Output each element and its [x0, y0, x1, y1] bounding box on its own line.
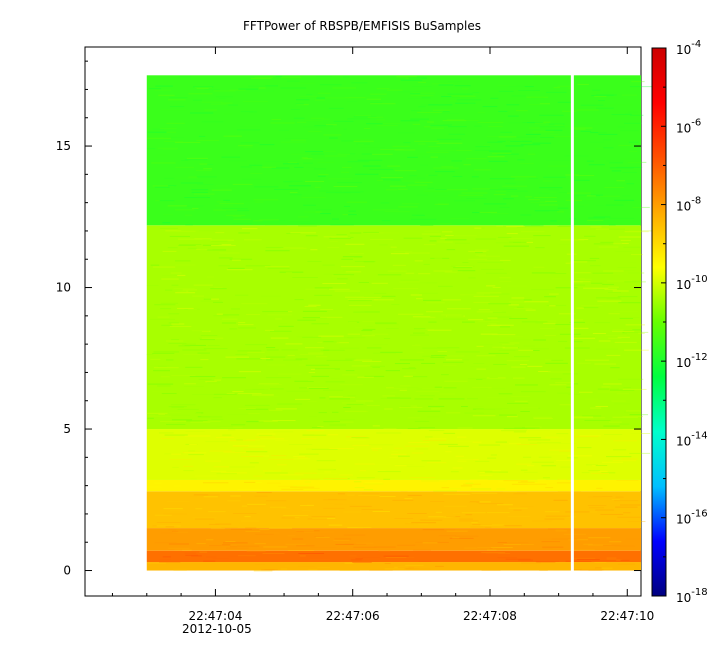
heatmap-band — [146, 550, 641, 563]
colorbar-tick-label: 10-18 — [676, 587, 708, 605]
colorbar-tick-label: 10-12 — [676, 352, 708, 370]
heatmap-band — [146, 225, 641, 430]
y-tick-label: 15 — [56, 139, 71, 153]
data-gap — [570, 74, 574, 572]
heatmap-band — [146, 562, 641, 571]
heatmap-band — [146, 479, 641, 492]
colorbar-tick-label: 10-16 — [676, 509, 708, 527]
y-axis: 0 5 10 15 — [56, 60, 641, 578]
colorbar-tick-label: 10-6 — [676, 117, 701, 135]
chart-title: FFTPower of RBSPB/EMFISIS BuSamples — [243, 19, 481, 33]
heatmap-band — [146, 75, 641, 226]
y-tick-label: 5 — [63, 422, 71, 436]
heatmap-layer — [146, 74, 655, 572]
x-tick-label: 22:47:06 — [326, 609, 380, 623]
plot-area: 22:47:04 22:47:06 22:47:08 22:47:10 0 5 10 15 — [56, 46, 655, 623]
x-tick-label: 22:47:04 — [188, 609, 242, 623]
heatmap-band — [146, 528, 641, 551]
colorbar-tick-label: 10-10 — [676, 274, 708, 292]
colorbar-tick-label: 10-14 — [676, 430, 708, 448]
heatmap-band — [146, 491, 641, 529]
colorbar-tick-label: 10-8 — [676, 196, 701, 214]
colorbar-ticks: 10-4 10-6 10-8 10-10 10-12 10-14 10-16 10-18 — [661, 39, 708, 605]
heatmap-band — [146, 429, 641, 480]
x-tick-label: 22:47:08 — [463, 609, 517, 623]
heatmap-noise-texture — [146, 75, 655, 572]
x-tick-label: 22:47:10 — [600, 609, 654, 623]
x-axis: 22:47:04 22:47:06 22:47:08 22:47:10 — [111, 47, 654, 623]
x-date-label: 2012-10-05 — [182, 622, 252, 636]
y-tick-label: 0 — [63, 564, 71, 578]
colorbar-tick-label: 10-4 — [676, 39, 701, 57]
y-tick-label: 10 — [56, 281, 71, 295]
colorbar: 10-4 10-6 10-8 10-10 10-12 10-14 10-16 10-18 — [651, 39, 708, 605]
